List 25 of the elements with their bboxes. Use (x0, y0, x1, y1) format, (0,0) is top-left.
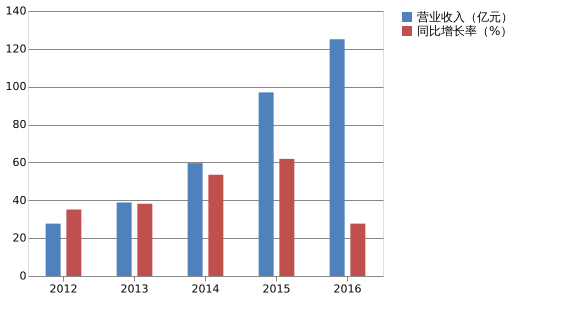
y-tick-label: 120 (6, 42, 26, 56)
y-tick-label: 140 (6, 4, 26, 18)
bar (208, 174, 224, 276)
bar (330, 39, 345, 276)
bar (279, 158, 294, 276)
bar (137, 204, 152, 276)
y-tick-label: 60 (12, 156, 26, 169)
x-tick-label: 2013 (120, 282, 148, 296)
y-tick-label: 20 (12, 232, 26, 245)
legend-label: 营业收入（亿元） (417, 10, 513, 24)
y-tick-label: 80 (12, 118, 26, 132)
bar (46, 224, 61, 276)
y-tick-label: 100 (6, 80, 26, 94)
legend-label: 同比增长率（%） (417, 24, 512, 38)
bar (258, 92, 274, 276)
bar (116, 202, 132, 276)
x-tick-label: 2012 (50, 282, 78, 296)
bar (66, 210, 82, 276)
bar (188, 163, 203, 276)
x-tick-label: 2016 (334, 282, 362, 296)
y-tick-label: 40 (12, 194, 26, 207)
y-tick-label: 0 (20, 270, 26, 282)
x-tick-label: 2014 (192, 282, 220, 296)
x-tick-label: 2015 (262, 282, 290, 296)
bar (350, 224, 366, 276)
